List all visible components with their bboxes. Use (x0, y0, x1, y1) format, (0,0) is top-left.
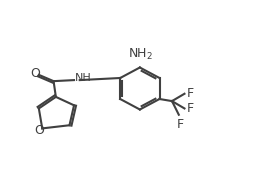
Text: F: F (187, 102, 194, 115)
Text: F: F (176, 118, 183, 131)
Text: O: O (35, 124, 44, 137)
Text: O: O (31, 67, 40, 80)
Text: NH$_2$: NH$_2$ (128, 47, 153, 62)
Text: NH: NH (75, 73, 92, 83)
Text: F: F (187, 87, 194, 100)
